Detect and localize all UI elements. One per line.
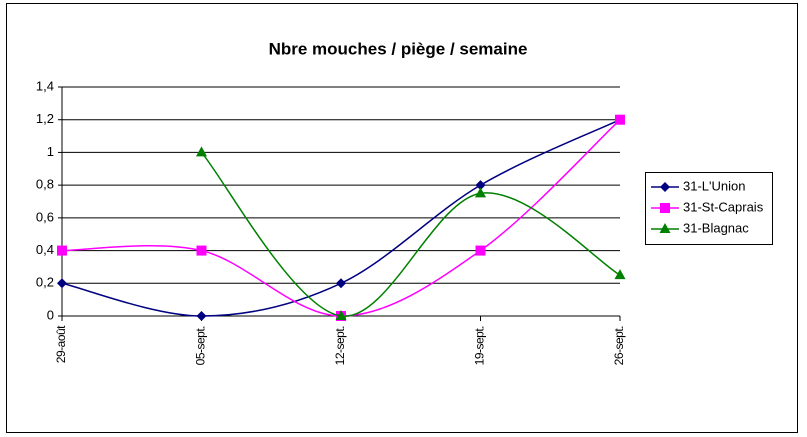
y-tick-label: 0,8: [36, 177, 54, 192]
marker: [335, 310, 347, 320]
marker: [57, 245, 67, 256]
x-tick-label: 29-août: [54, 325, 68, 363]
marker: [196, 311, 207, 321]
y-tick-label: 1: [47, 144, 54, 159]
x-tick-label: 19-sept.: [473, 326, 487, 366]
legend-marker: [660, 203, 670, 213]
legend-label: 31-Blagnac: [683, 220, 749, 235]
legend-label: 31-L'Union: [683, 178, 745, 193]
series-line: [200, 151, 621, 317]
marker: [614, 269, 626, 280]
y-tick-label: 0,2: [36, 275, 54, 290]
marker: [196, 245, 207, 256]
x-tick-label: 12-sept.: [333, 326, 347, 366]
marker: [615, 114, 625, 125]
marker: [57, 278, 67, 289]
marker: [475, 245, 486, 256]
y-tick-label: 1,2: [36, 111, 54, 126]
y-tick-label: 1,4: [36, 78, 54, 93]
x-tick-label: 05-sept.: [194, 326, 208, 366]
chart-title: Nbre mouches / piège / semaine: [269, 39, 528, 58]
legend-marker: [660, 182, 670, 192]
legend-marker: [659, 223, 671, 233]
marker: [475, 187, 486, 198]
y-tick-label: 0: [47, 307, 54, 322]
y-tick-label: 0,6: [36, 209, 54, 224]
marker: [475, 180, 486, 191]
marker: [336, 278, 346, 289]
x-tick-label: 26-sept.: [612, 326, 626, 366]
marker: [196, 146, 207, 157]
legend-label: 31-St-Caprais: [683, 199, 764, 214]
y-tick-label: 0,4: [36, 242, 54, 257]
